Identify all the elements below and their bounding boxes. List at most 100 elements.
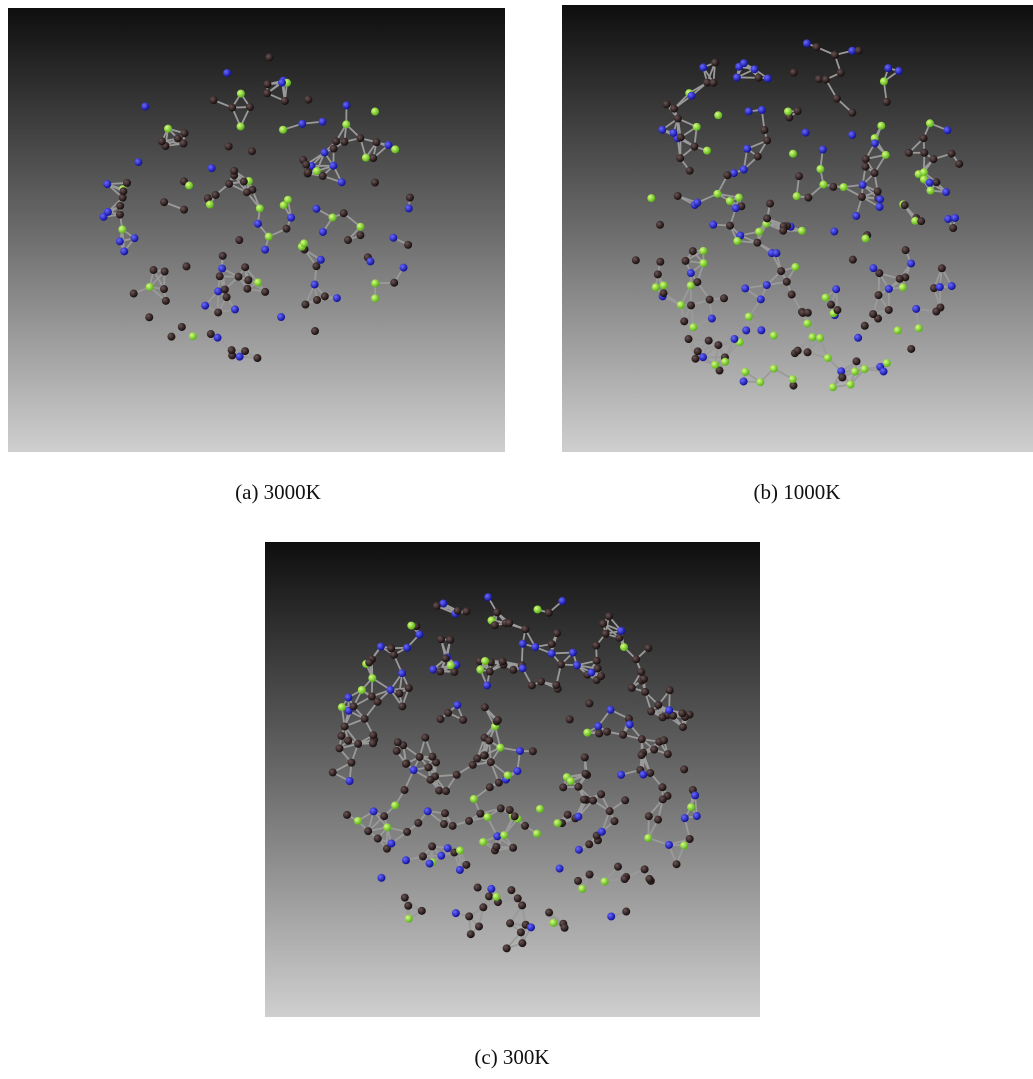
atom: [548, 649, 556, 657]
atom: [393, 747, 401, 755]
atom: [506, 919, 514, 927]
atom: [179, 140, 187, 148]
atom: [390, 279, 398, 287]
atom: [816, 165, 824, 173]
atom: [658, 783, 666, 791]
atom: [601, 877, 609, 885]
atom: [313, 167, 321, 175]
atom: [660, 281, 668, 289]
atom: [340, 209, 348, 217]
atom: [517, 928, 525, 936]
atom: [556, 865, 564, 873]
caption: (a) 3000K: [128, 480, 428, 505]
atom: [281, 97, 289, 105]
atom: [437, 635, 445, 643]
atom: [660, 289, 668, 297]
atom: [234, 273, 242, 281]
atom: [730, 335, 738, 343]
atom: [368, 692, 376, 700]
atom: [279, 126, 287, 134]
atom: [669, 129, 677, 137]
atom: [405, 204, 413, 212]
atom: [741, 284, 749, 292]
atom: [678, 709, 686, 717]
atom: [536, 805, 544, 813]
atom: [569, 649, 577, 657]
atom: [605, 612, 613, 620]
atom: [449, 822, 457, 830]
atom: [740, 166, 748, 174]
atom: [452, 909, 460, 917]
atom: [770, 365, 778, 373]
atom: [386, 686, 394, 694]
atom: [254, 278, 262, 286]
atom: [628, 684, 636, 692]
atom: [885, 285, 893, 293]
atom: [884, 64, 892, 72]
atom: [574, 813, 582, 821]
atom: [483, 681, 491, 689]
atom: [475, 922, 483, 930]
atom: [870, 169, 878, 177]
atom: [680, 842, 688, 850]
atom: [241, 347, 249, 355]
atom: [364, 827, 372, 835]
atom: [659, 795, 667, 803]
atom: [436, 667, 444, 675]
atom: [813, 43, 821, 51]
atom: [926, 179, 934, 187]
atom: [885, 306, 893, 314]
atom: [180, 129, 188, 137]
atom: [369, 154, 377, 162]
atom: [311, 281, 319, 289]
atom: [421, 734, 429, 742]
atom: [221, 285, 229, 293]
atom: [687, 282, 695, 290]
atom: [641, 865, 649, 873]
atom: [617, 771, 625, 779]
atom: [819, 145, 827, 153]
atom: [493, 832, 501, 840]
atom: [750, 65, 758, 73]
atom: [330, 145, 338, 153]
atom: [446, 636, 454, 644]
atom: [789, 150, 797, 158]
atom: [514, 894, 522, 902]
atom: [589, 797, 597, 805]
atom: [573, 661, 581, 669]
atom: [641, 688, 649, 696]
atom: [861, 322, 869, 330]
atom: [391, 145, 399, 153]
atom: [915, 324, 923, 332]
atom: [691, 791, 699, 799]
atom: [824, 354, 832, 362]
atom: [384, 141, 392, 149]
atom: [827, 301, 835, 309]
atom: [691, 355, 699, 363]
atom: [942, 188, 950, 196]
atom: [428, 753, 436, 761]
atom: [595, 729, 603, 737]
atom: [350, 702, 358, 710]
atom: [757, 295, 765, 303]
atom: [733, 237, 741, 245]
atom: [486, 668, 494, 676]
atom: [854, 334, 862, 342]
atom: [703, 147, 711, 155]
atom: [862, 235, 870, 243]
atom: [366, 257, 374, 265]
atom: [700, 259, 708, 267]
atom: [401, 894, 409, 902]
atom: [371, 279, 379, 287]
atom: [944, 215, 952, 223]
atom: [804, 309, 812, 317]
atom: [476, 666, 484, 674]
atom: [329, 214, 337, 222]
atom: [699, 247, 707, 255]
atom: [682, 257, 690, 265]
atom: [687, 92, 695, 100]
atom: [521, 822, 529, 830]
atom: [754, 152, 762, 160]
atom: [356, 134, 364, 142]
atom: [377, 643, 385, 651]
